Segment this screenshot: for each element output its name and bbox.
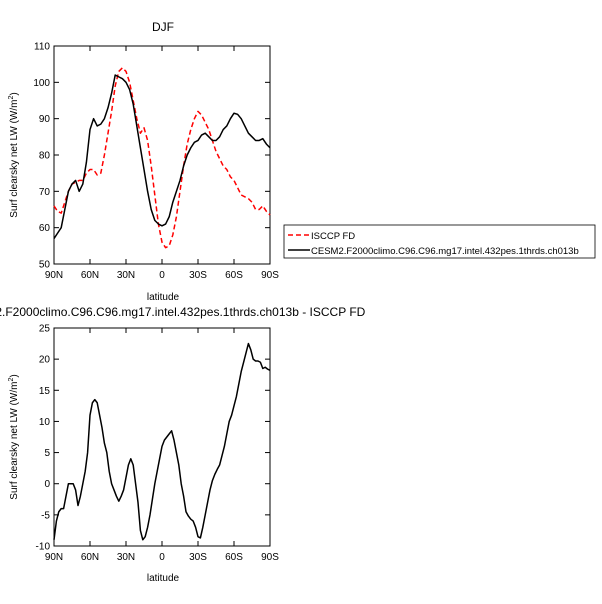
bottom-x-axis-label: latitude bbox=[147, 573, 180, 584]
y-tick-label: -5 bbox=[41, 510, 50, 521]
top-series-line-isccp bbox=[53, 67, 271, 249]
y-tick-label: 15 bbox=[39, 386, 51, 397]
y-tick-label: 100 bbox=[33, 78, 50, 89]
x-tick-label: 30S bbox=[189, 552, 207, 563]
x-tick-label: 0 bbox=[159, 552, 165, 563]
bottom-chart-title: CESM2.F2000climo.C96.C96.mg17.intel.432p… bbox=[0, 305, 366, 319]
bottom-series-lines bbox=[53, 342, 271, 541]
top-y-axis-label: Surf clearsky net LW (W/m2) bbox=[8, 92, 20, 217]
x-tick-label: 60N bbox=[81, 552, 99, 563]
bottom-y-axis-label-superscript: 2 bbox=[8, 378, 15, 382]
y-tick-label: 10 bbox=[39, 417, 51, 428]
bottom-plot-frame bbox=[53, 327, 271, 547]
legend-label-isccp: ISCCP FD bbox=[311, 231, 355, 242]
x-tick-label: 60S bbox=[225, 270, 243, 281]
x-tick-label: 30S bbox=[189, 270, 207, 281]
x-tick-label: 30N bbox=[117, 270, 135, 281]
y-tick-label: 90 bbox=[39, 114, 51, 125]
y-tick-label: 80 bbox=[39, 151, 51, 162]
y-tick-label: 70 bbox=[39, 187, 51, 198]
y-tick-label: 20 bbox=[39, 355, 51, 366]
y-tick-label: 110 bbox=[34, 42, 50, 53]
bottom-series-line-difference bbox=[53, 342, 271, 541]
x-tick-label: 0 bbox=[159, 270, 165, 281]
top-chart-title: DJF bbox=[152, 20, 174, 34]
x-tick-label: 60N bbox=[81, 270, 99, 281]
y-tick-label: 60 bbox=[39, 223, 51, 234]
top-series-lines bbox=[53, 67, 271, 249]
top-chart-panel: DJF 90N 60N 30N 0 30S 60S 90S5060708090100110 … bbox=[8, 20, 279, 303]
x-tick-label: 60S bbox=[225, 552, 243, 563]
x-tick-label: 90S bbox=[261, 270, 279, 281]
bottom-chart-panel: CESM2.F2000climo.C96.C96.mg17.intel.432p… bbox=[0, 305, 366, 584]
legend-label-cesm2: CESM2.F2000climo.C96.C96.mg17.intel.432p… bbox=[311, 246, 579, 257]
x-tick-label: 90N bbox=[45, 552, 63, 563]
y-tick-label: 50 bbox=[39, 260, 51, 271]
top-plot-frame bbox=[53, 45, 271, 265]
bottom-y-axis-label: Surf clearsky net LW (W/m2) bbox=[8, 374, 20, 499]
top-y-axis-label-superscript: 2 bbox=[8, 96, 15, 100]
top-x-axis-label: latitude bbox=[147, 292, 180, 303]
y-tick-label: 5 bbox=[44, 448, 50, 459]
y-tick-label: 0 bbox=[44, 479, 50, 490]
legend: ISCCP FD CESM2.F2000climo.C96.C96.mg17.i… bbox=[283, 224, 596, 259]
x-tick-label: 90N bbox=[45, 270, 63, 281]
y-tick-label: 25 bbox=[39, 324, 51, 335]
y-tick-label: -10 bbox=[36, 542, 51, 553]
top-axis-ticks: 90N 60N 30N 0 30S 60S 90S 50 60 70 80 90 100 110 bbox=[33, 42, 279, 282]
top-series-line-cesm2 bbox=[53, 74, 271, 239]
legend-box bbox=[283, 224, 596, 259]
x-tick-label: 30N bbox=[117, 552, 135, 563]
bottom-axis-ticks: 90N 60N 30N 0 30S 60S 90S -10 -5 0 5 10 15 20 25 bbox=[36, 324, 280, 564]
x-tick-label: 90S bbox=[261, 552, 279, 563]
